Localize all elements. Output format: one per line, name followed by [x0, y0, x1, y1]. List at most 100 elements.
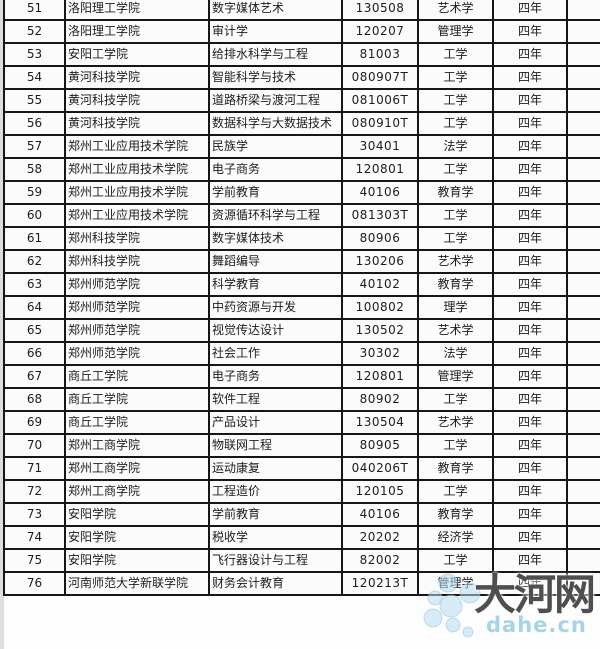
cell-code: 20202: [341, 525, 419, 550]
cell-category: 工学: [417, 479, 494, 504]
cell-major: 舞蹈编导: [208, 249, 343, 274]
cell-code: 40106: [341, 502, 419, 527]
cell-school: 郑州师范学院: [64, 272, 210, 297]
table-row: 58 郑州工业应用技术学院 电子商务 120801 工学 四年: [3, 157, 600, 182]
cell-code: 120105: [341, 479, 419, 504]
cell-major: 数据科学与大数据技术: [208, 111, 343, 136]
cell-code: 040206T: [341, 456, 419, 481]
cell-note: [566, 249, 600, 274]
table-row: 61 郑州科技学院 数字媒体技术 80906 工学 四年: [3, 226, 600, 251]
cell-school: 商丘工学院: [64, 364, 210, 389]
cell-code: 130206: [341, 249, 419, 274]
cell-category: 工学: [417, 65, 494, 90]
cell-note: [566, 548, 600, 573]
cell-category: 教育学: [417, 456, 494, 481]
table-row: 54 黄河科技学院 智能科学与技术 080907T 工学 四年: [3, 65, 600, 90]
cell-duration: 四年: [492, 226, 568, 251]
cell-code: 081303T: [341, 203, 419, 228]
cell-note: [566, 180, 600, 205]
cell-code: 130508: [341, 0, 419, 21]
cell-school: 郑州科技学院: [64, 226, 210, 251]
cell-school: 洛阳理工学院: [64, 19, 210, 44]
cell-code: 82002: [341, 548, 419, 573]
cell-major: 视觉传达设计: [208, 318, 343, 343]
cell-major: 数字媒体艺术: [208, 0, 343, 21]
cell-code: 120801: [341, 364, 419, 389]
cell-code: 080907T: [341, 65, 419, 90]
table-row: 63 郑州师范学院 科学教育 40102 教育学 四年: [3, 272, 600, 297]
cell-duration: 四年: [492, 111, 568, 136]
cell-school: 郑州工业应用技术学院: [64, 180, 210, 205]
cell-category: 教育学: [417, 502, 494, 527]
cell-note: [566, 433, 600, 458]
table-row: 69 商丘工学院 产品设计 130504 艺术学 四年: [3, 410, 600, 435]
cell-note: [566, 88, 600, 113]
cell-major: 工程造价: [208, 479, 343, 504]
cell-school: 商丘工学院: [64, 387, 210, 412]
cell-no: 51: [3, 0, 66, 21]
cell-code: 40102: [341, 272, 419, 297]
cell-no: 59: [3, 180, 66, 205]
cell-no: 63: [3, 272, 66, 297]
cell-no: 69: [3, 410, 66, 435]
cell-school: 郑州工业应用技术学院: [64, 157, 210, 182]
cell-duration: 四年: [492, 272, 568, 297]
cell-school: 黄河科技学院: [64, 111, 210, 136]
table-row: 57 郑州工业应用技术学院 民族学 30401 法学 四年: [3, 134, 600, 159]
cell-category: 工学: [417, 42, 494, 67]
table-row: 60 郑州工业应用技术学院 资源循环科学与工程 081303T 工学 四年: [3, 203, 600, 228]
cell-no: 57: [3, 134, 66, 159]
cell-category: 艺术学: [417, 249, 494, 274]
cell-category: 艺术学: [417, 0, 494, 21]
watermark-domain-text: dahe.cn: [486, 613, 587, 637]
cell-major: 审计学: [208, 19, 343, 44]
cell-major: 财务会计教育: [208, 571, 343, 596]
cell-major: 电子商务: [208, 364, 343, 389]
cell-category: 经济学: [417, 525, 494, 550]
cell-major: 物联网工程: [208, 433, 343, 458]
cell-code: 80905: [341, 433, 419, 458]
cell-major: 民族学: [208, 134, 343, 159]
cell-duration: 四年: [492, 0, 568, 21]
cell-no: 52: [3, 19, 66, 44]
table-row: 73 安阳学院 学前教育 40106 教育学 四年: [3, 502, 600, 527]
table-row: 71 郑州工商学院 运动康复 040206T 教育学 四年: [3, 456, 600, 481]
cell-duration: 四年: [492, 42, 568, 67]
cell-school: 郑州师范学院: [64, 341, 210, 366]
cell-major: 电子商务: [208, 157, 343, 182]
cell-note: [566, 571, 600, 596]
cell-school: 郑州工商学院: [64, 433, 210, 458]
table-row: 53 安阳工学院 给排水科学与工程 81003 工学 四年: [3, 42, 600, 67]
cell-duration: 四年: [492, 249, 568, 274]
cell-no: 74: [3, 525, 66, 550]
cell-major: 软件工程: [208, 387, 343, 412]
cell-no: 66: [3, 341, 66, 366]
cell-category: 工学: [417, 226, 494, 251]
cell-duration: 四年: [492, 88, 568, 113]
cell-major: 运动康复: [208, 456, 343, 481]
table-row: 66 郑州师范学院 社会工作 30302 法学 四年: [3, 341, 600, 366]
cell-note: [566, 364, 600, 389]
cell-code: 081006T: [341, 88, 419, 113]
majors-table-body: 51 洛阳理工学院 数字媒体艺术 130508 艺术学 四年 52 洛阳理工学院 审计学 1202…: [3, 0, 600, 596]
cell-duration: 四年: [492, 180, 568, 205]
table-row: 72 郑州工商学院 工程造价 120105 工学 四年: [3, 479, 600, 504]
cell-note: [566, 502, 600, 527]
cell-category: 管理学: [417, 19, 494, 44]
cell-category: 法学: [417, 134, 494, 159]
cell-duration: 四年: [492, 318, 568, 343]
cell-duration: 四年: [492, 157, 568, 182]
cell-note: [566, 134, 600, 159]
cell-duration: 四年: [492, 364, 568, 389]
cell-duration: 四年: [492, 134, 568, 159]
cell-note: [566, 479, 600, 504]
table-row: 62 郑州科技学院 舞蹈编导 130206 艺术学 四年: [3, 249, 600, 274]
cell-no: 73: [3, 502, 66, 527]
cell-no: 64: [3, 295, 66, 320]
cell-code: 080910T: [341, 111, 419, 136]
table-row: 64 郑州师范学院 中药资源与开发 100802 理学 四年: [3, 295, 600, 320]
cell-no: 56: [3, 111, 66, 136]
cell-no: 60: [3, 203, 66, 228]
cell-school: 郑州科技学院: [64, 249, 210, 274]
cell-code: 120213T: [341, 571, 419, 596]
